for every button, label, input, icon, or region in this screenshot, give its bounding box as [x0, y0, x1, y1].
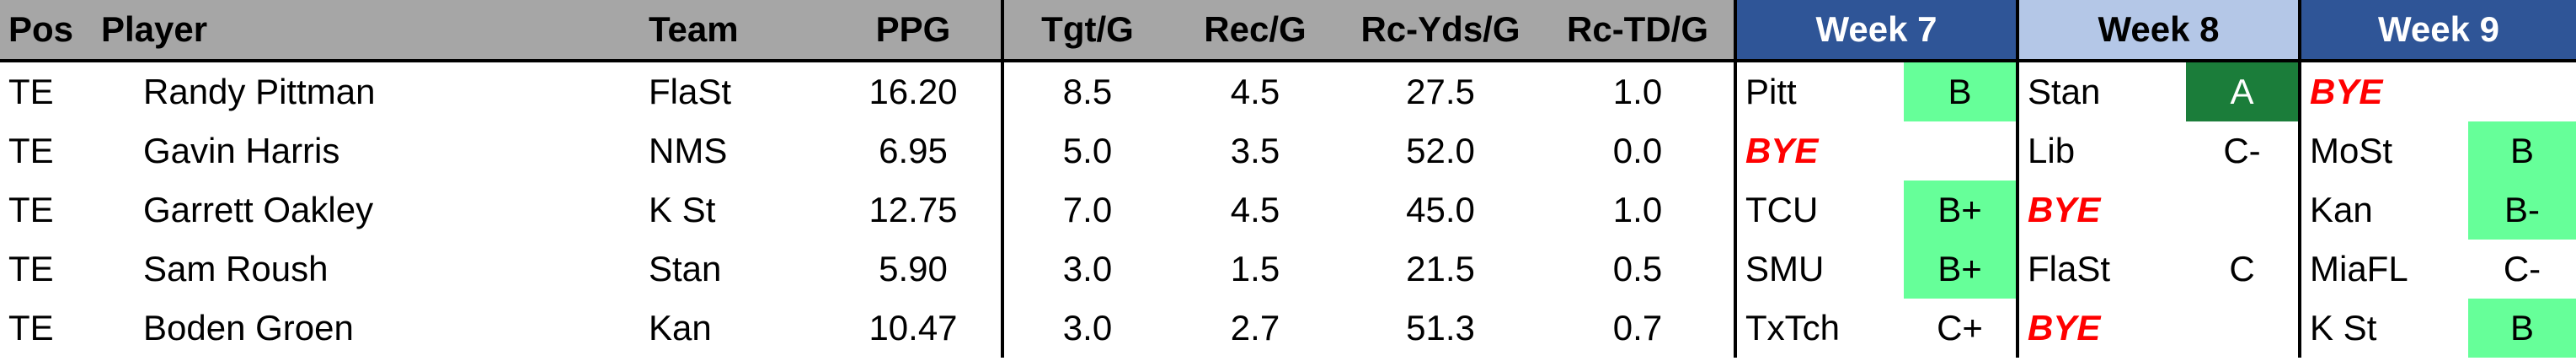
cell-rec: 3.5 [1230, 131, 1280, 170]
cell-player: Sam Roush [143, 249, 329, 288]
cell-rec: 1.5 [1230, 249, 1280, 288]
cell-rcyds: 21.5 [1406, 249, 1475, 288]
header-pos: Pos [0, 0, 93, 62]
cell-rctd: 0.0 [1612, 131, 1663, 170]
cell-w7-grade: B+ [1904, 240, 2018, 299]
cell-w7-grade: B [1904, 61, 2018, 121]
cell-w8-opponent: Stan [2016, 61, 2186, 121]
header-rctd: Rc-TD/G [1542, 0, 1735, 62]
header-week-9: Week 9 [2298, 0, 2576, 62]
header-player: Player [93, 0, 640, 62]
header-tgt: Tgt/G [1002, 0, 1171, 62]
cell-player: Garrett Oakley [143, 190, 374, 229]
cell-pos: TE [8, 131, 54, 170]
cell-pos: TE [8, 190, 54, 229]
cell-tgt: 5.0 [1062, 131, 1113, 170]
cell-w8-grade [2186, 180, 2300, 240]
cell-rctd: 0.5 [1612, 249, 1663, 288]
cell-team: Stan [649, 249, 722, 288]
cell-player: Randy Pittman [143, 72, 376, 111]
cell-player: Boden Groen [143, 308, 354, 348]
cell-ppg: 6.95 [826, 121, 1004, 180]
cell-w8-grade: C- [2223, 131, 2261, 170]
cell-tgt: 7.0 [1062, 190, 1113, 229]
cell-rcyds: 52.0 [1406, 131, 1475, 170]
cell-tgt: 3.0 [1062, 308, 1113, 348]
cell-rctd: 1.0 [1612, 72, 1663, 111]
cell-w9-opponent: K St [2298, 299, 2468, 358]
cell-pos: TE [8, 72, 54, 111]
cell-tgt: 3.0 [1062, 249, 1113, 288]
cell-w9-opponent: Kan [2298, 180, 2468, 240]
cell-rec: 2.7 [1230, 308, 1280, 348]
cell-rec: 4.5 [1230, 190, 1280, 229]
cell-team: K St [649, 190, 716, 229]
cell-w8-opponent: BYE [2016, 299, 2186, 358]
header-rec: Rec/G [1171, 0, 1339, 62]
cell-w7-grade: C+ [1937, 308, 1983, 348]
table-row: TE Garrett Oakley K St 12.75 7.0 4.5 45.… [0, 180, 2576, 240]
header-rcyds: Rc-Yds/G [1339, 0, 1542, 62]
cell-w8-grade [2186, 299, 2300, 358]
cell-w7-opponent: SMU [1734, 240, 1904, 299]
cell-w9-opponent: BYE [2298, 61, 2468, 121]
cell-w8-grade: A [2186, 61, 2300, 121]
cell-w7-opponent: BYE [1734, 121, 1904, 180]
cell-w7-grade: B+ [1904, 180, 2018, 240]
cell-ppg: 12.75 [826, 180, 1004, 240]
cell-rctd: 1.0 [1612, 190, 1663, 229]
header-week-7: Week 7 [1734, 0, 2018, 62]
cell-w8-grade: C [2229, 249, 2255, 288]
cell-ppg: 10.47 [826, 299, 1004, 358]
cell-w8-opponent: BYE [2016, 180, 2186, 240]
header-row: Pos Player Team PPG Tgt/G Rec/G Rc-Yds/G… [0, 0, 2576, 62]
cell-pos: TE [8, 249, 54, 288]
cell-w9-opponent: MoSt [2298, 121, 2468, 180]
cell-team: NMS [649, 131, 728, 170]
cell-w8-opponent: Lib [2016, 121, 2186, 180]
cell-rec: 4.5 [1230, 72, 1280, 111]
cell-w9-grade [2468, 61, 2576, 121]
cell-w9-grade: B- [2468, 180, 2576, 240]
header-team: Team [640, 0, 826, 62]
table-row: TE Sam Roush Stan 5.90 3.0 1.5 21.5 0.5 … [0, 240, 2576, 299]
header-ppg: PPG [826, 0, 1004, 62]
cell-rctd: 0.7 [1612, 308, 1663, 348]
cell-rcyds: 27.5 [1406, 72, 1475, 111]
cell-team: Kan [649, 308, 712, 348]
cell-player: Gavin Harris [143, 131, 340, 170]
cell-w9-grade: C- [2503, 249, 2541, 288]
table-row: TE Gavin Harris NMS 6.95 5.0 3.5 52.0 0.… [0, 121, 2576, 180]
table-row: TE Boden Groen Kan 10.47 3.0 2.7 51.3 0.… [0, 299, 2576, 358]
cell-w7-opponent: Pitt [1734, 61, 1904, 121]
cell-rcyds: 45.0 [1406, 190, 1475, 229]
cell-w9-grade: B [2468, 299, 2576, 358]
cell-w9-opponent: MiaFL [2298, 240, 2468, 299]
cell-w8-opponent: FlaSt [2016, 240, 2186, 299]
header-week-8: Week 8 [2016, 0, 2300, 62]
cell-w7-opponent: TxTch [1734, 299, 1904, 358]
cell-pos: TE [8, 308, 54, 348]
cell-w7-opponent: TCU [1734, 180, 1904, 240]
cell-rcyds: 51.3 [1406, 308, 1475, 348]
cell-ppg: 5.90 [826, 240, 1004, 299]
cell-team: FlaSt [649, 72, 732, 111]
cell-tgt: 8.5 [1062, 72, 1113, 111]
cell-ppg: 16.20 [826, 61, 1004, 121]
cell-w9-grade: B [2468, 121, 2576, 180]
cell-w7-grade [1904, 121, 2018, 180]
table-row: TE Randy Pittman FlaSt 16.20 8.5 4.5 27.… [0, 61, 2576, 121]
